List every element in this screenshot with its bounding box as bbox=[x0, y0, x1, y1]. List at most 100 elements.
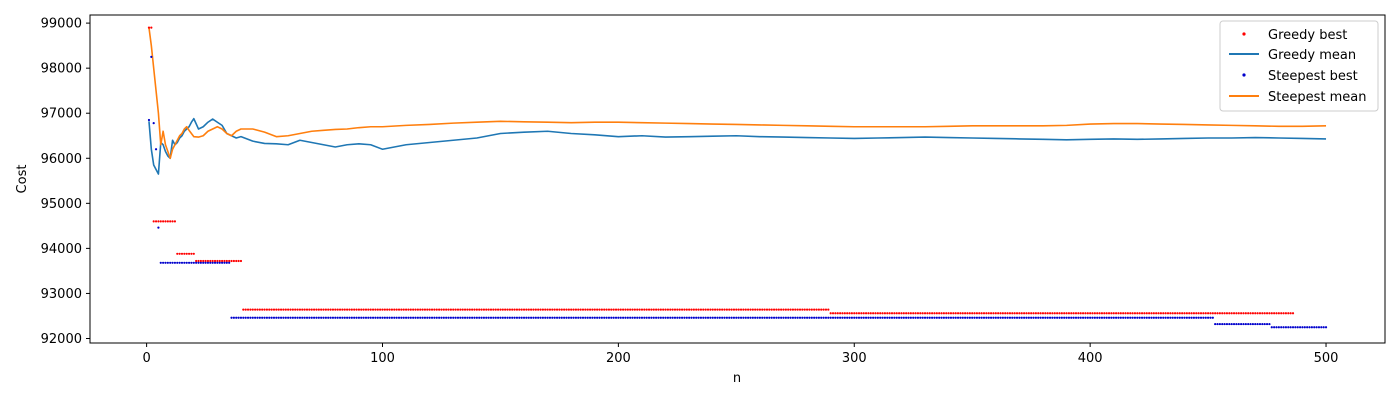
steepest-best-point bbox=[999, 316, 1002, 319]
greedy-best-point bbox=[414, 308, 417, 311]
steepest-best-point bbox=[430, 316, 434, 319]
steepest-best-point bbox=[237, 316, 240, 319]
steepest-best-point bbox=[341, 316, 344, 319]
steepest-best-point bbox=[1018, 316, 1021, 319]
greedy-best-point bbox=[374, 308, 377, 311]
steepest-best-point bbox=[633, 316, 636, 319]
steepest-best-point bbox=[829, 316, 832, 319]
steepest-best-point bbox=[1235, 322, 1238, 326]
steepest-best-point bbox=[1089, 316, 1092, 319]
steepest-best-point bbox=[881, 316, 884, 319]
greedy-best-point bbox=[494, 308, 497, 311]
steepest-best-point bbox=[709, 316, 712, 319]
greedy-best-point bbox=[225, 259, 228, 263]
steepest-best-point bbox=[525, 316, 528, 319]
steepest-best-point bbox=[730, 316, 733, 319]
greedy-best-point bbox=[256, 308, 259, 311]
greedy-best-point bbox=[560, 308, 563, 311]
greedy-best-point bbox=[732, 308, 736, 311]
y-tick-label: 96000 bbox=[41, 152, 82, 167]
greedy-best-point bbox=[291, 308, 294, 311]
steepest-best-point bbox=[350, 316, 353, 319]
greedy-best-point bbox=[796, 308, 799, 311]
greedy-best-point bbox=[1263, 312, 1266, 315]
steepest-best-point bbox=[213, 261, 217, 264]
greedy-best-point bbox=[902, 312, 905, 315]
steepest-best-point bbox=[1228, 322, 1231, 326]
greedy-best-point bbox=[544, 308, 547, 311]
greedy-best-point bbox=[622, 308, 625, 311]
greedy-best-point bbox=[945, 312, 948, 315]
greedy-best-point bbox=[992, 312, 995, 315]
steepest-best-point bbox=[671, 316, 674, 319]
greedy-best-point bbox=[1157, 312, 1160, 315]
steepest-best-point bbox=[579, 316, 582, 319]
greedy-best-point bbox=[662, 308, 665, 311]
steepest-best-point bbox=[716, 316, 719, 319]
greedy-best-point bbox=[445, 308, 448, 311]
steepest-best-point bbox=[383, 316, 386, 319]
greedy-best-point bbox=[1171, 312, 1174, 315]
greedy-best-point bbox=[180, 252, 184, 255]
steepest-best-point bbox=[822, 316, 825, 319]
steepest-best-point bbox=[1044, 316, 1047, 319]
greedy-best-point bbox=[801, 308, 804, 311]
greedy-best-point bbox=[412, 308, 415, 311]
steepest-best-point bbox=[765, 316, 769, 319]
greedy-best-point bbox=[824, 308, 828, 311]
greedy-best-point bbox=[239, 259, 243, 263]
greedy-best-point bbox=[579, 308, 582, 311]
steepest-best-point bbox=[1169, 316, 1172, 319]
steepest-best-point bbox=[954, 316, 957, 319]
greedy-best-point bbox=[1192, 312, 1196, 315]
steepest-best-point bbox=[721, 316, 724, 319]
greedy-best-point bbox=[371, 308, 375, 311]
greedy-best-point bbox=[496, 308, 500, 311]
greedy-best-point bbox=[744, 308, 747, 311]
greedy-best-point bbox=[254, 308, 257, 311]
steepest-best-point bbox=[855, 316, 858, 319]
greedy-best-point bbox=[659, 308, 662, 311]
greedy-best-point bbox=[558, 308, 561, 311]
steepest-best-point bbox=[428, 316, 431, 319]
greedy-best-point bbox=[926, 312, 929, 315]
greedy-best-point bbox=[1100, 312, 1104, 315]
greedy-best-point bbox=[475, 308, 478, 311]
steepest-best-point bbox=[886, 316, 889, 319]
steepest-best-point bbox=[777, 316, 780, 319]
steepest-best-point bbox=[775, 316, 778, 319]
greedy-best-point bbox=[933, 312, 936, 315]
steepest-best-point bbox=[185, 261, 188, 264]
greedy-best-point bbox=[765, 308, 769, 311]
greedy-best-point bbox=[1275, 312, 1278, 315]
steepest-best-point bbox=[1051, 316, 1054, 319]
greedy-best-point bbox=[956, 312, 960, 315]
greedy-best-point bbox=[695, 308, 698, 311]
steepest-best-point bbox=[610, 316, 613, 319]
steepest-best-point bbox=[445, 316, 448, 319]
greedy-best-point bbox=[1077, 312, 1080, 315]
greedy-best-point bbox=[683, 308, 686, 311]
greedy-best-point bbox=[914, 312, 917, 315]
greedy-best-point bbox=[650, 308, 653, 311]
steepest-best-point bbox=[426, 316, 429, 319]
steepest-best-point bbox=[933, 316, 936, 319]
greedy-best-point bbox=[711, 308, 714, 311]
greedy-best-point bbox=[162, 220, 165, 223]
steepest-best-point bbox=[164, 261, 167, 264]
greedy-best-point bbox=[817, 308, 820, 311]
greedy-best-point bbox=[909, 312, 912, 315]
greedy-best-point bbox=[763, 308, 766, 311]
steepest-best-point bbox=[499, 316, 502, 319]
greedy-best-point bbox=[1027, 312, 1030, 315]
steepest-best-point bbox=[1322, 326, 1325, 329]
steepest-best-point bbox=[1294, 326, 1297, 329]
steepest-best-point bbox=[360, 316, 363, 319]
steepest-best-point bbox=[853, 316, 856, 319]
steepest-best-point bbox=[907, 316, 910, 319]
steepest-best-point bbox=[511, 316, 514, 319]
steepest-best-point bbox=[303, 316, 306, 319]
greedy-best-point bbox=[1240, 312, 1243, 315]
greedy-best-point bbox=[692, 308, 695, 311]
steepest-best-point bbox=[440, 316, 443, 319]
